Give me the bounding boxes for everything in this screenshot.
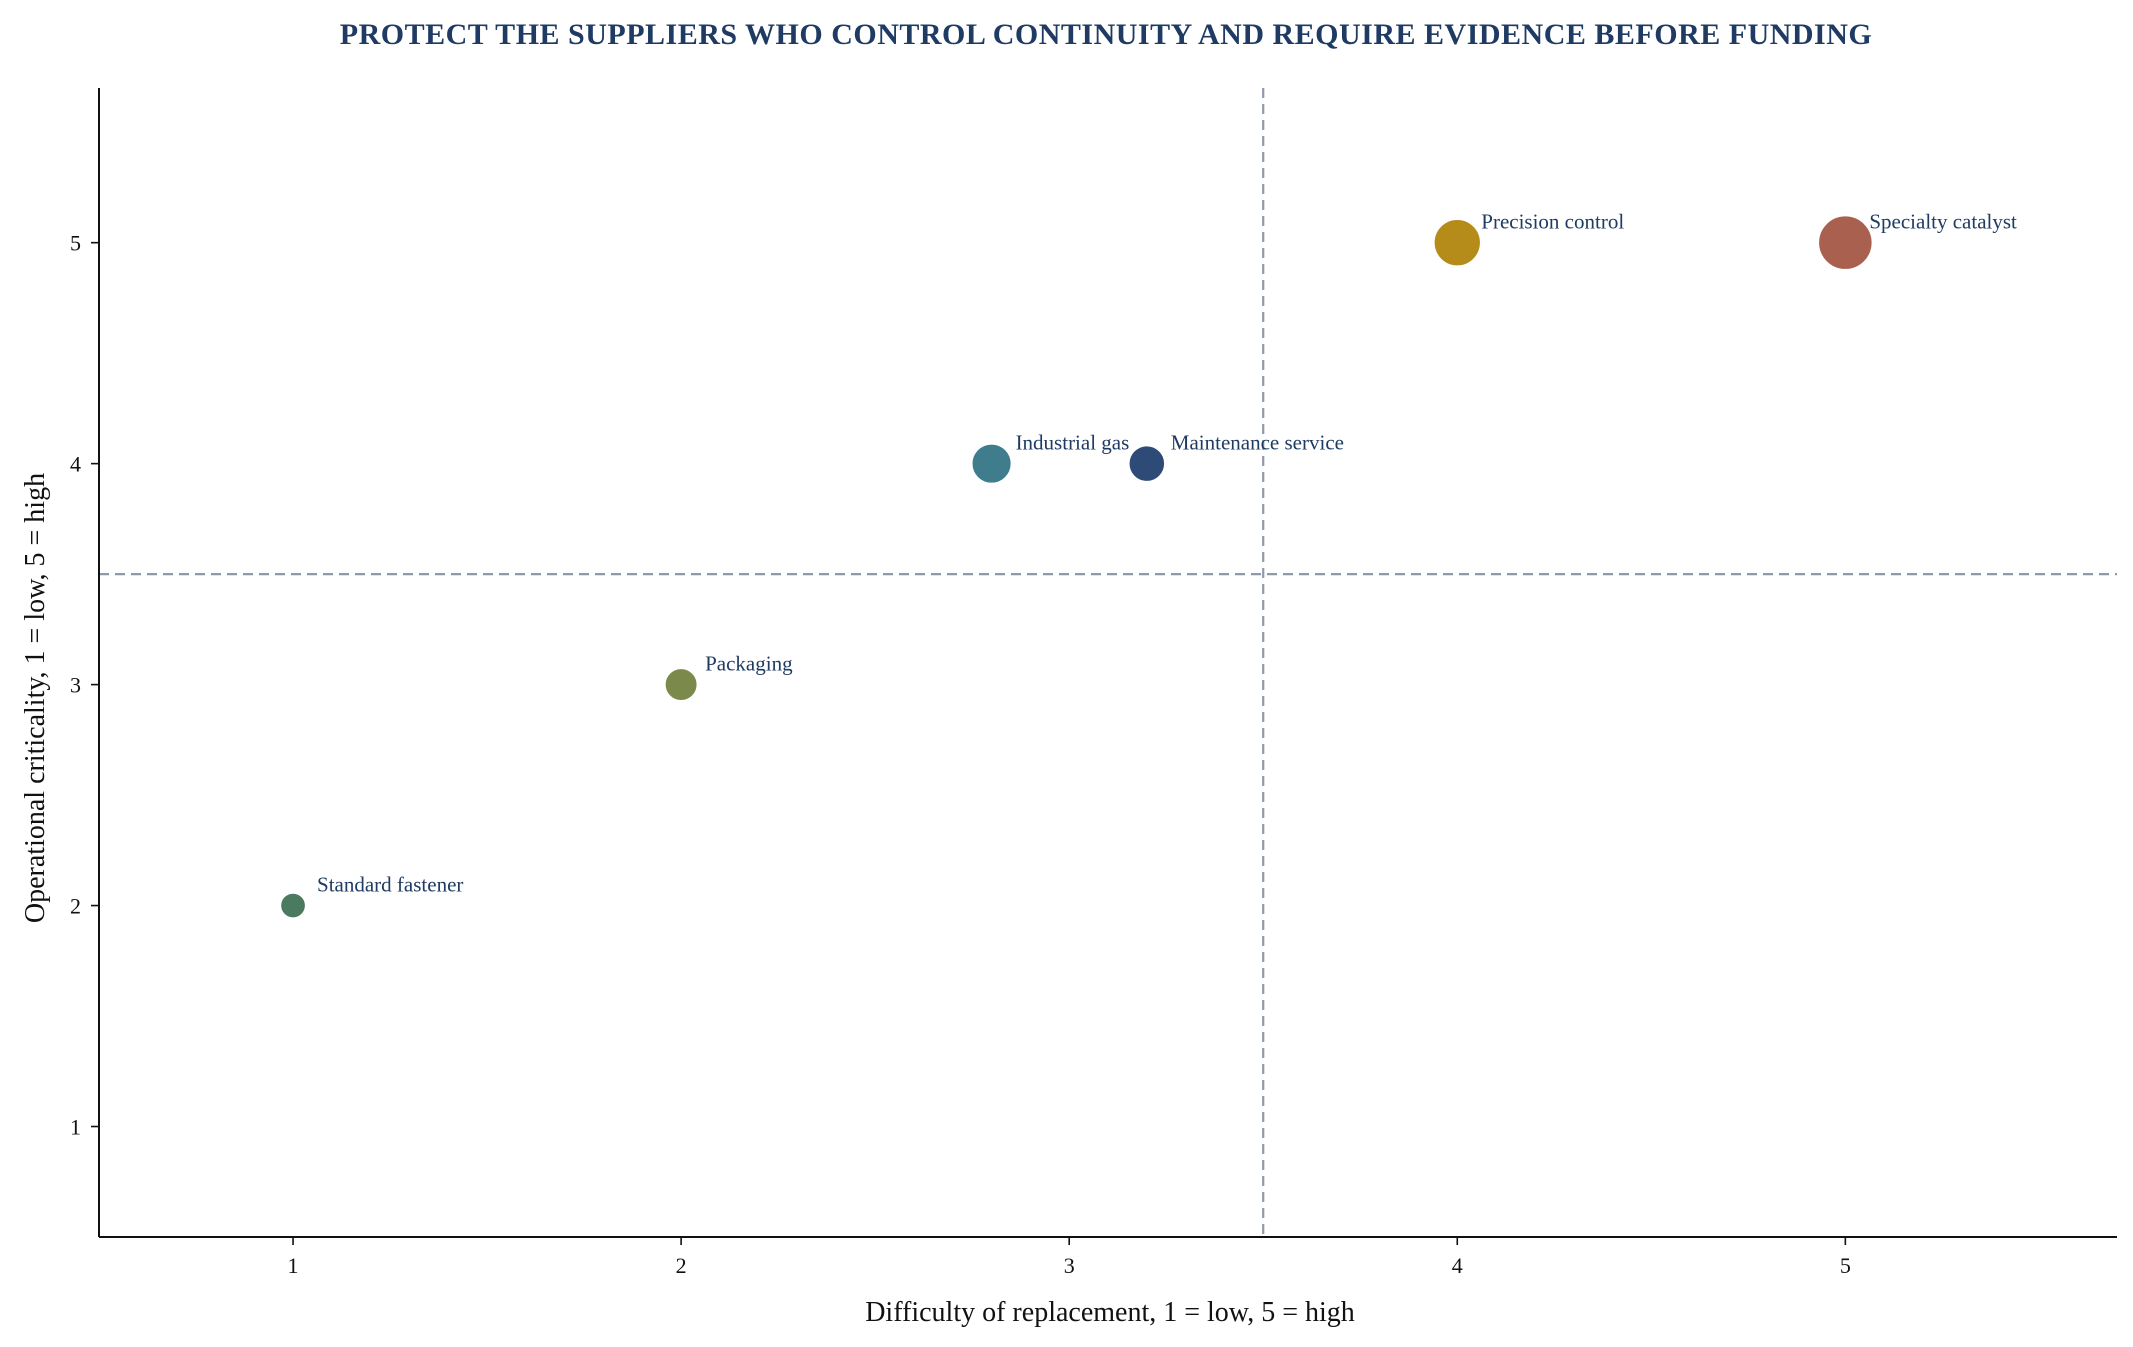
y-axis-label: Operational criticality, 1 = low, 5 = hi… <box>20 473 51 923</box>
x-tick-label: 1 <box>288 1253 299 1278</box>
point-industrial-gas <box>971 443 1013 485</box>
x-axis-ticks: 1 2 3 4 5 <box>288 1237 1851 1278</box>
x-tick-label: 2 <box>676 1253 687 1278</box>
point-label-industrial-gas: Industrial gas <box>1016 431 1130 455</box>
x-tick-label: 3 <box>1064 1253 1075 1278</box>
point-label-specialty-catalyst: Specialty catalyst <box>1869 210 2017 234</box>
x-tick-label: 5 <box>1840 1253 1851 1278</box>
point-label-maintenance-service: Maintenance service <box>1171 431 1344 455</box>
quadrant-threshold-lines <box>99 88 2117 1237</box>
y-axis-ticks: 1 2 3 4 5 <box>70 231 99 1140</box>
x-tick-label: 4 <box>1452 1253 1463 1278</box>
y-tick-label: 5 <box>70 231 81 256</box>
y-tick-label: 2 <box>70 894 81 919</box>
y-tick-label: 3 <box>70 673 81 698</box>
y-tick-label: 1 <box>70 1115 81 1140</box>
point-label-packaging: Packaging <box>705 652 793 676</box>
point-maintenance-service <box>1128 444 1166 483</box>
data-points <box>279 214 1874 919</box>
y-tick-label: 4 <box>70 452 81 477</box>
point-precision-control <box>1433 218 1482 267</box>
data-point-labels: Standard fastener Packaging Industrial gas… <box>317 210 2017 897</box>
chart-title: PROTECT THE SUPPLIERS WHO CONTROL CONTIN… <box>340 18 1873 51</box>
point-standard-fastener <box>279 892 307 919</box>
point-label-precision-control: Precision control <box>1481 210 1624 234</box>
x-axis-label: Difficulty of replacement, 1 = low, 5 = … <box>865 1297 1355 1328</box>
axes <box>98 88 2117 1238</box>
point-specialty-catalyst <box>1817 214 1874 271</box>
point-label-standard-fastener: Standard fastener <box>317 873 463 897</box>
point-packaging <box>664 667 699 702</box>
